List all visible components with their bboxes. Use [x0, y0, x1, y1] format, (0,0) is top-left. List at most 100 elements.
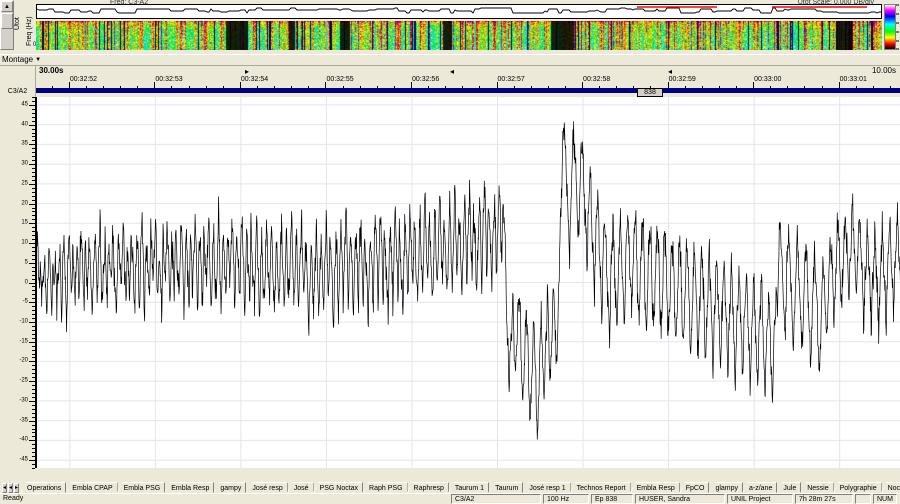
- y-minor-tick: [32, 404, 35, 406]
- y-minor-tick: [32, 448, 35, 450]
- y-minor-tick: [32, 128, 35, 130]
- status-num-lock: NUM: [873, 494, 897, 504]
- ruler-minor-tick: [205, 86, 207, 89]
- y-minor-tick: [29, 243, 35, 245]
- epoch-selection-bar[interactable]: [36, 88, 900, 93]
- ruler-tick-label: 00:32:54: [240, 76, 269, 83]
- tab-jos-resp-1[interactable]: José resp 1: [522, 482, 571, 493]
- y-minor-tick: [32, 100, 35, 102]
- y-minor-tick: [29, 124, 35, 126]
- y-minor-tick: [32, 211, 35, 213]
- y-minor-tick: [29, 104, 35, 106]
- ruler-minor-tick: [222, 86, 224, 89]
- tab-fpco[interactable]: FpCO: [678, 482, 710, 493]
- ruler-major-tick: [239, 82, 241, 89]
- ruler-corner-cell: [0, 66, 36, 89]
- scroll-up-button[interactable]: ▲: [1, 1, 13, 12]
- scroll-thumb[interactable]: [1, 13, 13, 29]
- ruler-tick-label: 00:33:01: [839, 76, 867, 83]
- ruler-major-tick: [838, 82, 840, 89]
- tab-embla-resp[interactable]: Embla Resp: [629, 482, 680, 493]
- y-minor-tick: [32, 396, 35, 398]
- y-minor-tick: [32, 349, 35, 351]
- ruler-right-label: 10.00s: [871, 66, 896, 75]
- y-minor-tick: [32, 254, 35, 256]
- tab-taurum[interactable]: Taurum: [488, 482, 524, 493]
- y-minor-tick: [32, 140, 35, 142]
- tab-nav-first-icon[interactable]: ◂: [2, 482, 8, 493]
- signal-plot[interactable]: [36, 97, 900, 468]
- y-minor-tick: [32, 227, 35, 229]
- ruler-caret-mid[interactable]: ◂: [450, 67, 455, 76]
- tab-raph-psg[interactable]: Raph PSG: [362, 482, 408, 493]
- ruler-minor-tick: [650, 86, 652, 89]
- tab-psg-noctax[interactable]: PSG Noctax: [312, 482, 364, 493]
- y-minor-tick: [32, 452, 35, 454]
- ruler-caret-left[interactable]: ▸: [245, 67, 250, 76]
- y-axis-label: -35: [19, 417, 28, 424]
- ruler-major-tick: [325, 82, 327, 89]
- ruler-major-tick: [68, 82, 70, 89]
- ruler-minor-tick: [171, 86, 173, 89]
- y-minor-tick: [29, 361, 35, 363]
- hypnogram-svg: [36, 6, 881, 14]
- y-minor-tick: [32, 108, 35, 110]
- ruler-caret-right[interactable]: ◂: [668, 67, 673, 76]
- ruler-minor-tick: [889, 86, 891, 89]
- channel-name-label[interactable]: C3/A2: [0, 88, 36, 98]
- chevron-down-icon: ▼: [35, 56, 42, 63]
- montage-dropdown[interactable]: Montage ▼: [2, 55, 41, 64]
- tab-nessie[interactable]: Nessie: [800, 482, 834, 493]
- ruler-minor-tick: [85, 86, 87, 89]
- tab-embla-resp[interactable]: Embla Resp: [164, 482, 215, 493]
- y-minor-tick: [32, 219, 35, 221]
- tab-taurum-1[interactable]: Taurum 1: [447, 482, 490, 493]
- vertical-scrollbar-left[interactable]: ▲: [0, 0, 14, 50]
- tab-gampy[interactable]: gampy: [213, 482, 247, 493]
- ruler-minor-tick: [308, 86, 310, 89]
- y-minor-tick: [32, 175, 35, 177]
- time-ruler[interactable]: 30.00s 10.00s ▸ ◂ ◂ 00:32:52 00:32:53 00:3…: [0, 65, 900, 89]
- tab-operations[interactable]: Operations: [20, 482, 67, 493]
- tab-embla-cpap[interactable]: Embla CPAP: [65, 482, 118, 493]
- ruler-minor-tick: [291, 86, 293, 89]
- tab-embla-psg[interactable]: Embla PSG: [116, 482, 166, 493]
- tab-jule[interactable]: Jule: [776, 482, 802, 493]
- ruler-major-tick: [154, 82, 156, 89]
- y-minor-tick: [29, 420, 35, 422]
- tab-raphresp[interactable]: Raphresp: [406, 482, 449, 493]
- y-minor-tick: [32, 416, 35, 418]
- y-minor-tick: [32, 171, 35, 173]
- y-minor-tick: [32, 353, 35, 355]
- y-minor-tick: [29, 381, 35, 383]
- tab-glampy[interactable]: glampy: [708, 482, 744, 493]
- status-bar: Ready C3/A2 100 Hz Ep 838 HUSER, Sandra …: [0, 493, 900, 504]
- y-minor-tick: [29, 223, 35, 225]
- tab-jos-resp[interactable]: José resp: [245, 482, 288, 493]
- signal-plot-svg: [36, 97, 900, 468]
- spectrogram-channel-axis-label: Utot: [14, 17, 21, 31]
- ruler-tick-label: 00:32:58: [583, 76, 611, 83]
- tab-polygraphie[interactable]: Polygraphie: [832, 482, 882, 493]
- tab-noctax-psg[interactable]: Noctax PSG: [880, 482, 900, 493]
- tab-technos-report[interactable]: Technos Report: [569, 482, 631, 493]
- y-minor-tick: [32, 239, 35, 241]
- y-minor-tick: [29, 440, 35, 442]
- tab-a-z-ane[interactable]: a-z/ane: [742, 482, 778, 493]
- epoch-number-badge: 838: [637, 88, 663, 97]
- spectrogram-image[interactable]: [36, 21, 882, 50]
- tab-nav-next-icon[interactable]: ▸: [14, 482, 20, 493]
- ruler-minor-tick: [51, 86, 53, 89]
- y-minor-tick: [32, 278, 35, 280]
- y-minor-tick: [29, 144, 35, 146]
- spectrogram-scale-label: Utot Scale: 0.000 DB/div: [797, 0, 874, 6]
- hypnogram-trace[interactable]: [36, 4, 882, 19]
- y-minor-tick: [32, 436, 35, 438]
- tab-nav-prev-icon[interactable]: ◂: [8, 482, 14, 493]
- y-minor-tick: [32, 468, 35, 469]
- y-axis-label: 0: [24, 279, 28, 285]
- y-minor-tick: [32, 365, 35, 367]
- y-minor-tick: [32, 258, 35, 260]
- tab-jos[interactable]: José: [286, 482, 314, 493]
